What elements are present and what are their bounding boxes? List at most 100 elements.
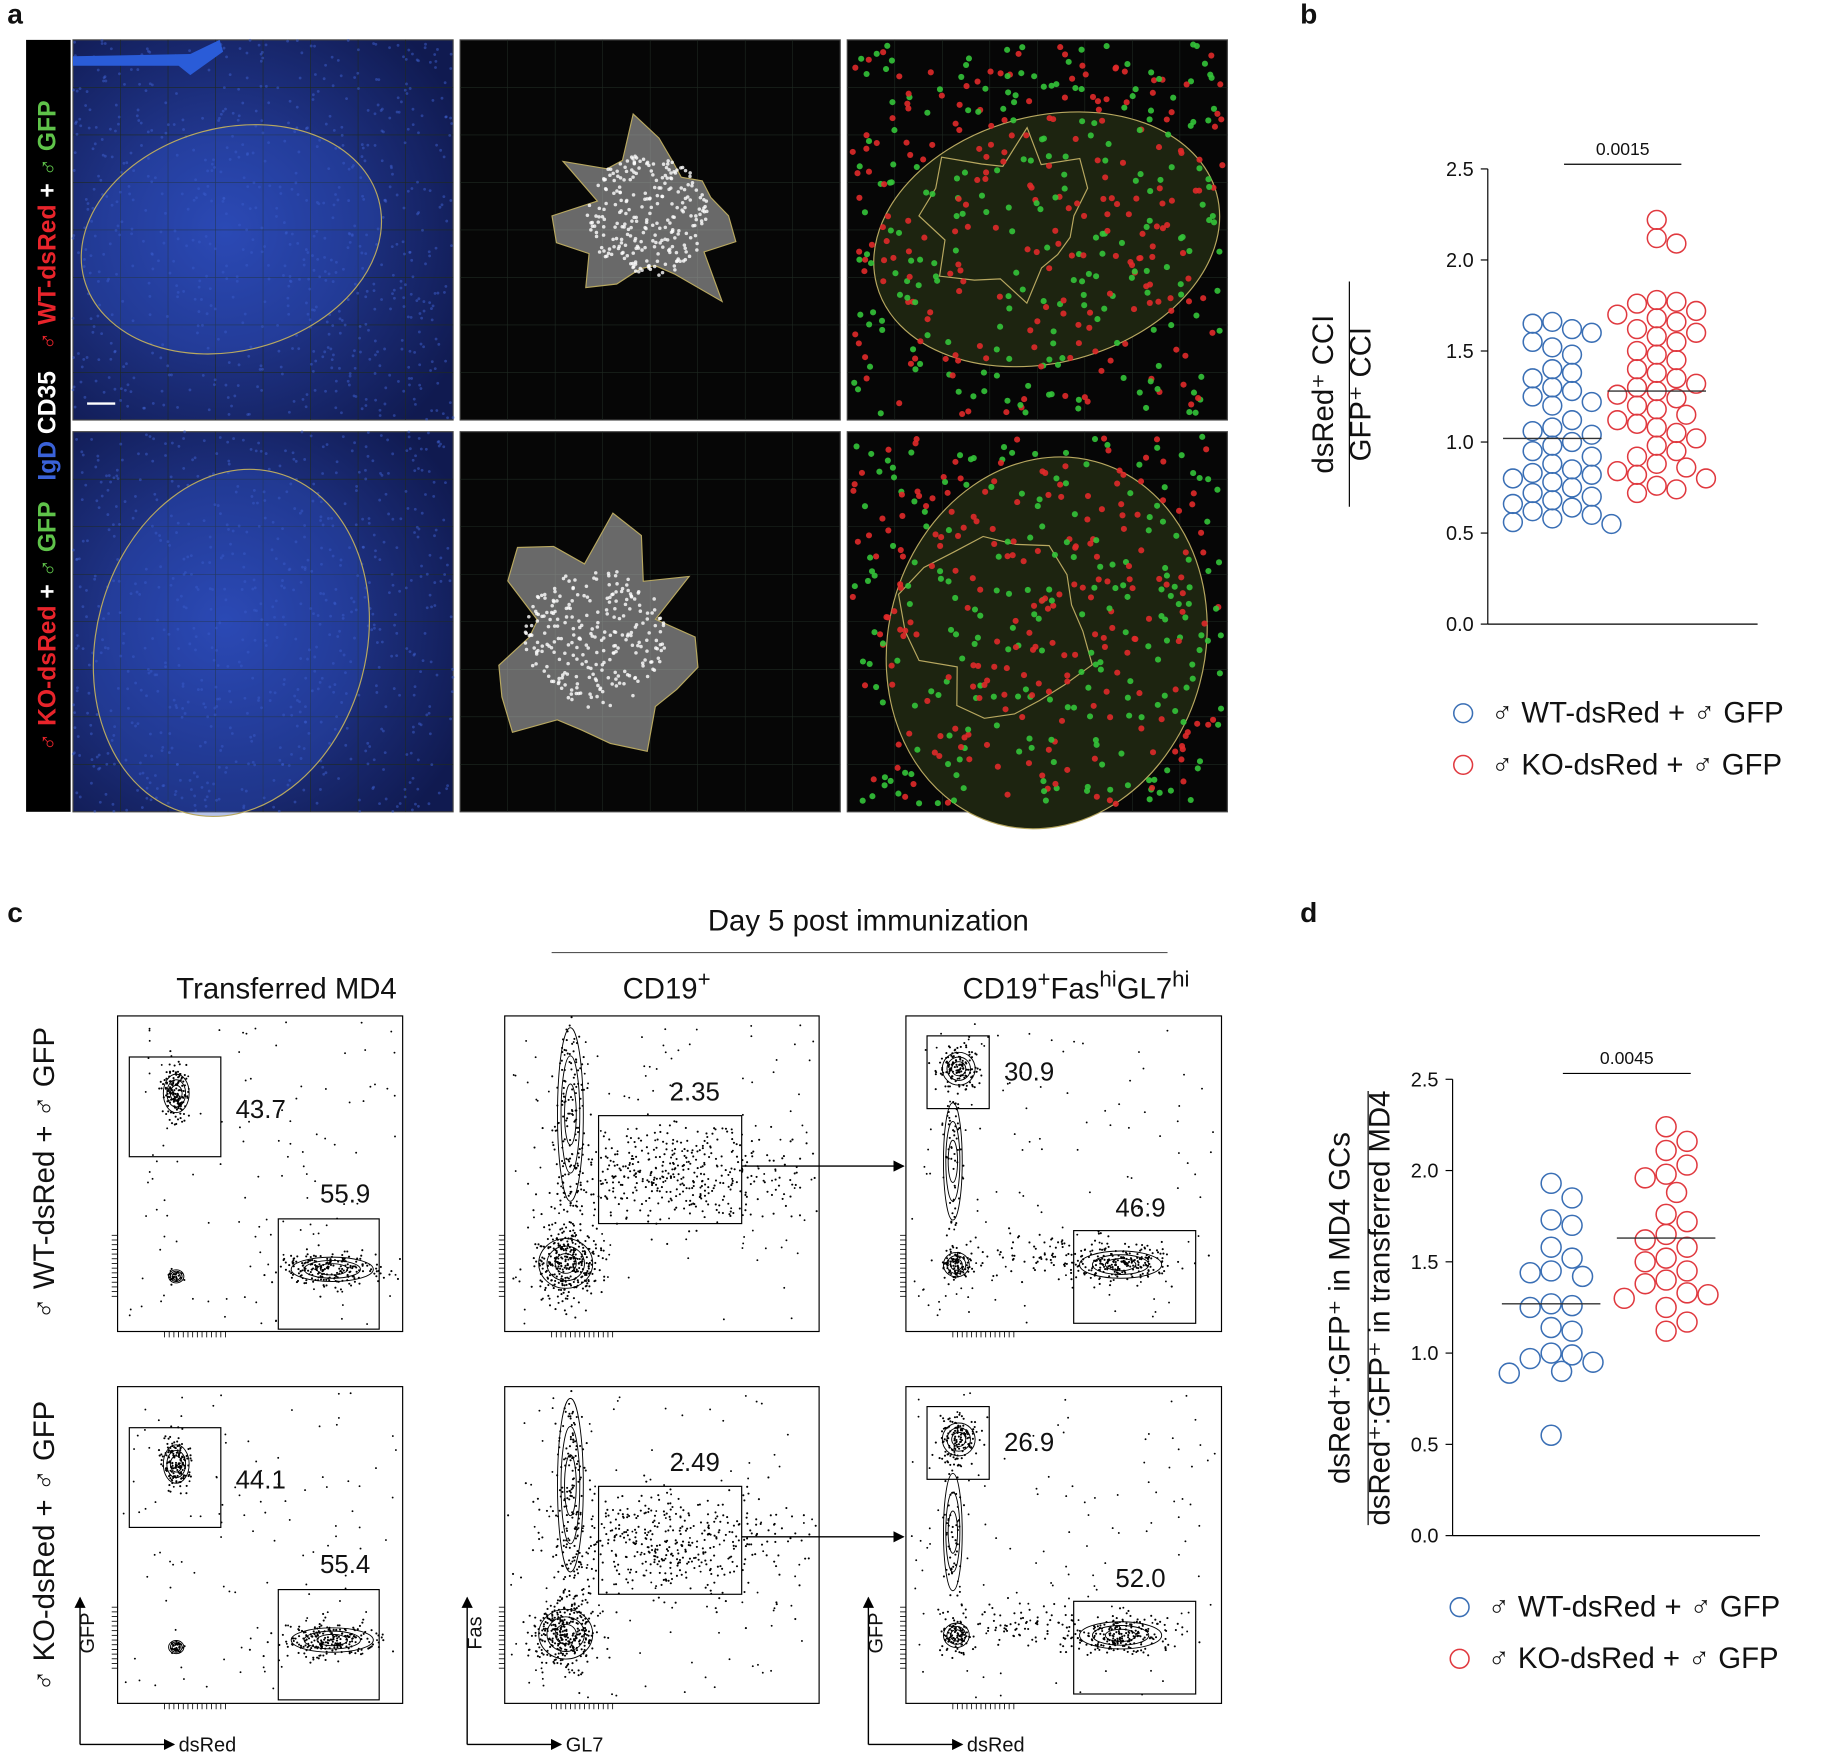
cell	[881, 257, 887, 263]
cell	[1047, 115, 1053, 121]
event	[547, 1247, 549, 1249]
blue-cell	[390, 655, 393, 658]
cell	[958, 475, 964, 481]
cell	[914, 436, 920, 442]
cell	[912, 366, 918, 372]
event	[1117, 1266, 1119, 1268]
blue-cell	[337, 777, 340, 780]
event	[955, 1260, 957, 1262]
fdc-speck	[689, 236, 693, 240]
cell	[1039, 598, 1045, 604]
event	[549, 1192, 551, 1194]
event	[575, 1243, 577, 1245]
blue-cell	[229, 73, 232, 76]
event	[742, 1242, 744, 1244]
event	[129, 1314, 131, 1316]
cell	[1066, 59, 1072, 65]
blue-cell	[353, 349, 356, 352]
event	[1101, 1263, 1103, 1265]
blue-cell	[446, 416, 449, 419]
cell	[1214, 288, 1220, 294]
event	[634, 1146, 636, 1148]
cell	[975, 635, 981, 641]
blue-cell	[101, 495, 104, 498]
blue-cell	[78, 118, 81, 121]
event	[561, 1300, 563, 1302]
event	[257, 1176, 259, 1178]
fdc-speck	[669, 176, 673, 180]
event	[582, 1288, 584, 1290]
event	[545, 1287, 547, 1289]
event	[783, 1155, 785, 1157]
event	[542, 1127, 544, 1129]
fdc-speck	[681, 201, 685, 205]
event	[608, 1189, 610, 1191]
cell	[1218, 116, 1224, 122]
event	[1114, 1271, 1116, 1273]
event	[716, 1165, 718, 1167]
blue-cell	[249, 39, 252, 42]
blue-cell	[300, 51, 303, 54]
blue-cell	[142, 407, 145, 410]
event	[595, 1151, 597, 1153]
event	[687, 1257, 689, 1259]
cell	[1038, 363, 1044, 369]
blue-cell	[86, 712, 89, 715]
event	[570, 1164, 572, 1166]
blue-cell	[388, 374, 391, 377]
event	[700, 1197, 702, 1199]
cell	[1107, 797, 1113, 803]
blue-cell	[338, 310, 341, 313]
event	[224, 1316, 226, 1318]
cell	[1022, 409, 1028, 415]
cell	[855, 539, 861, 545]
cell	[1058, 494, 1064, 500]
cell	[1029, 745, 1035, 751]
cell	[1081, 292, 1087, 298]
event	[239, 1126, 241, 1128]
cell	[1112, 65, 1118, 71]
blue-cell	[411, 187, 414, 190]
blue-cell	[376, 350, 379, 353]
blue-cell	[113, 763, 116, 766]
event	[600, 1197, 602, 1199]
event	[944, 1262, 946, 1264]
cell	[1196, 157, 1202, 163]
event	[766, 1154, 768, 1156]
event	[300, 1270, 302, 1272]
fdc-speck	[585, 614, 589, 618]
event	[559, 1268, 561, 1270]
fdc-speck	[596, 684, 600, 688]
blue-cell	[82, 454, 85, 457]
event	[307, 1253, 309, 1255]
event	[558, 1263, 560, 1265]
cell	[925, 316, 931, 322]
blue-cell	[265, 85, 268, 88]
cell	[1009, 450, 1015, 456]
cell	[1149, 254, 1155, 260]
event	[182, 1080, 184, 1082]
fdc-speck	[567, 643, 571, 647]
event	[552, 1265, 554, 1267]
cell	[1186, 601, 1192, 607]
fdc-speck	[602, 177, 606, 181]
fdc-speck	[661, 642, 665, 646]
cell	[1094, 554, 1100, 560]
event	[307, 1261, 309, 1263]
cell	[1073, 136, 1079, 142]
cell	[1064, 672, 1070, 678]
event	[160, 1300, 162, 1302]
event	[573, 1077, 575, 1079]
cell	[856, 195, 862, 201]
event	[600, 1249, 602, 1251]
event	[569, 1053, 571, 1055]
event	[1070, 1278, 1072, 1280]
event	[709, 1145, 711, 1147]
cell	[1084, 788, 1090, 794]
blue-cell	[140, 122, 143, 125]
event	[950, 1273, 952, 1275]
event	[608, 1254, 610, 1256]
event	[596, 1228, 598, 1230]
event	[687, 1150, 689, 1152]
blue-cell	[449, 117, 452, 120]
